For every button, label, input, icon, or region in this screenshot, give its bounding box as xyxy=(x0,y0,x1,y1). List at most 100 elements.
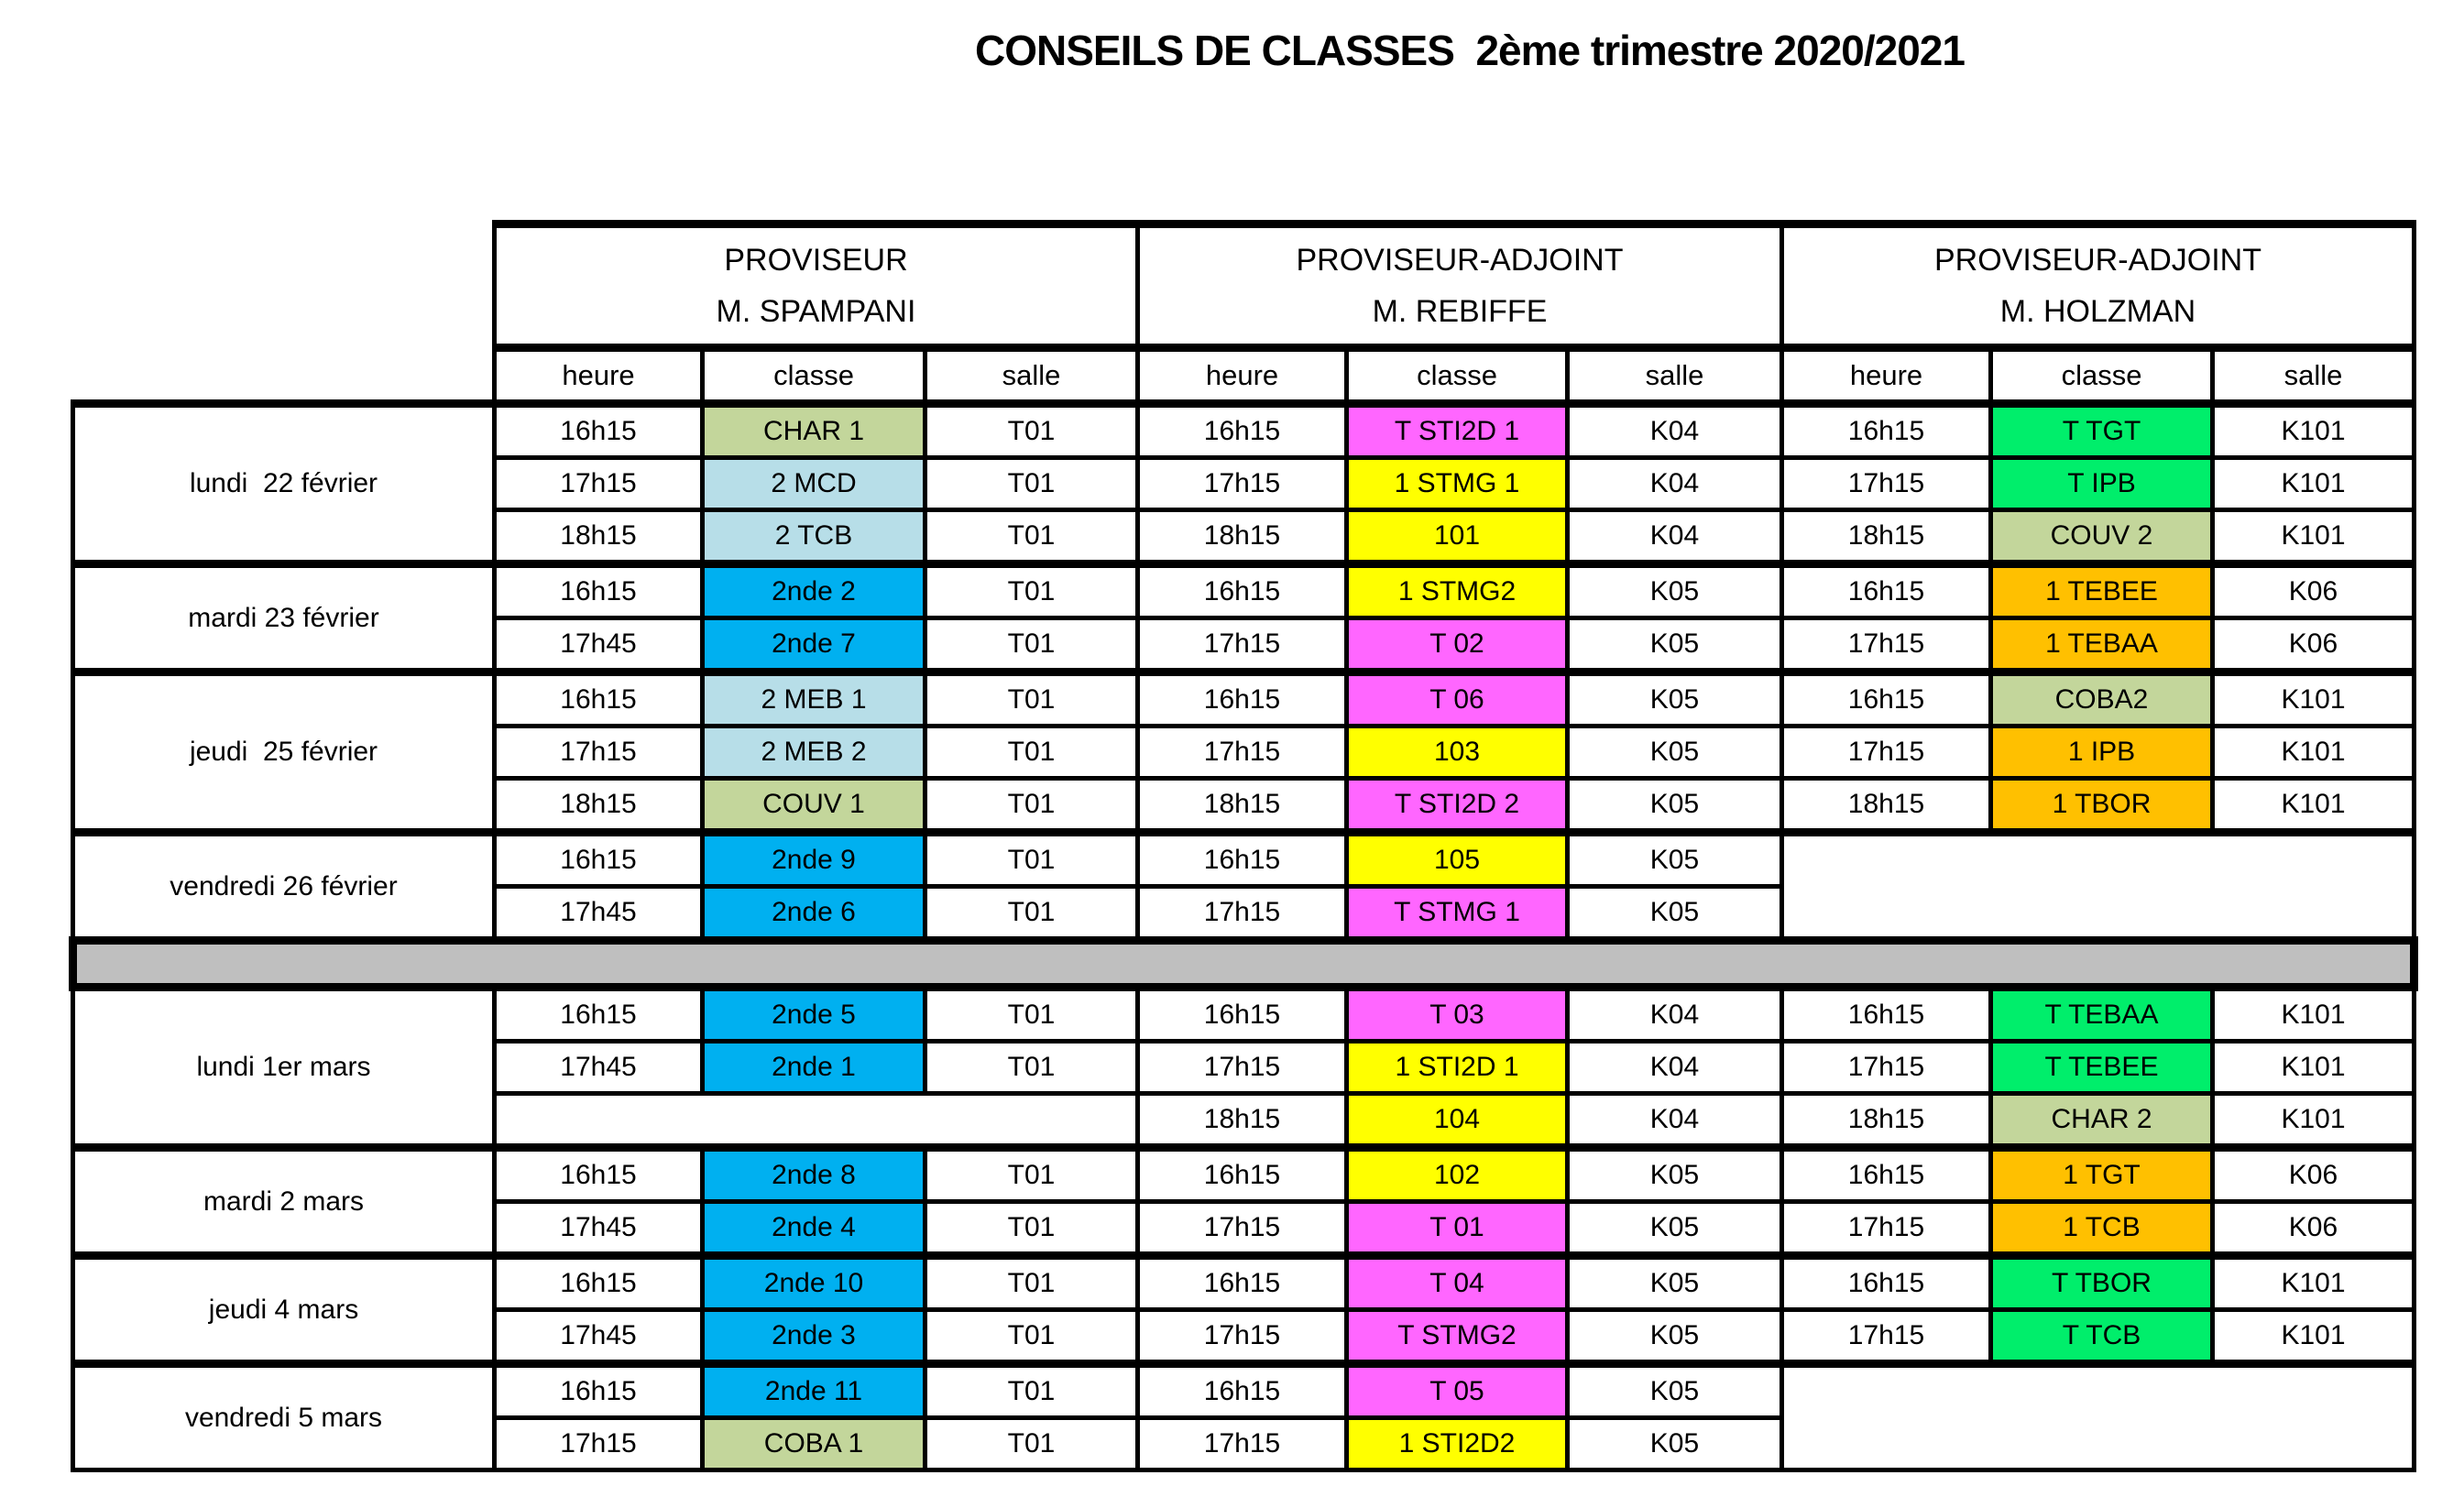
date-cell: vendredi 5 mars xyxy=(71,1360,497,1472)
holzman-time-cell: 17h15 xyxy=(1780,1039,1993,1096)
group-name: M. SPAMPANI xyxy=(716,294,916,329)
rebiffe-time-cell: 17h15 xyxy=(1135,1039,1349,1096)
spampani-room-cell: T01 xyxy=(923,668,1140,728)
holzman-room-cell: K101 xyxy=(2210,1091,2416,1150)
holzman-room-cell: K06 xyxy=(2210,560,2416,620)
holzman-class-cell: COBA2 xyxy=(1988,668,2215,728)
spampani-room-cell: T01 xyxy=(923,508,1140,566)
group-name: M. HOLZMAN xyxy=(1999,294,2196,329)
spampani-time-cell: 16h15 xyxy=(492,1143,705,1204)
rebiffe-class-cell: T 03 xyxy=(1344,983,1570,1043)
holzman-room-cell: K101 xyxy=(2210,508,2416,566)
rebiffe-class-cell: 101 xyxy=(1344,508,1570,566)
spampani-class-cell: 2nde 6 xyxy=(700,884,927,943)
holzman-class-cell: T TCB xyxy=(1988,1307,2215,1366)
rebiffe-class-cell: T STI2D 2 xyxy=(1344,776,1570,835)
holzman-room-cell: K101 xyxy=(2210,1251,2416,1312)
rebiffe-time-cell: 17h15 xyxy=(1135,1199,1349,1258)
spampani-room-cell: T01 xyxy=(923,1360,1140,1420)
group-role: PROVISEUR-ADJOINT xyxy=(1296,243,1624,278)
spampani-room-cell: T01 xyxy=(923,399,1140,460)
date-cell: jeudi 25 février xyxy=(71,668,497,835)
rebiffe-room-cell: K05 xyxy=(1565,1199,1784,1258)
col-header-heure: heure xyxy=(1135,345,1349,408)
spampani-time-cell: 17h45 xyxy=(492,884,705,943)
rebiffe-class-cell: T 05 xyxy=(1344,1360,1570,1420)
table-row: 18h15 104 K04 18h15 CHAR 2 K101 xyxy=(73,1091,2416,1150)
spampani-room-cell: T01 xyxy=(923,455,1140,512)
rebiffe-time-cell: 17h15 xyxy=(1135,1307,1349,1366)
table-row: vendredi 5 mars 16h15 2nde 11 T01 16h15 T 05 K… xyxy=(71,1360,2416,1472)
rebiffe-room-cell: K05 xyxy=(1565,616,1784,674)
spampani-class-cell: 2 TCB xyxy=(700,508,927,566)
spampani-room-cell: T01 xyxy=(923,884,1140,943)
rebiffe-class-cell: 1 STMG 1 xyxy=(1344,455,1570,512)
schedule-table: PROVISEUR M. SPAMPANI PROVISEUR-ADJOINT … xyxy=(69,220,2418,1472)
holzman-class-cell: CHAR 2 xyxy=(1988,1091,2215,1150)
group-role: PROVISEUR-ADJOINT xyxy=(1933,243,2262,278)
rebiffe-time-cell: 17h15 xyxy=(1135,616,1349,674)
rebiffe-room-cell: K05 xyxy=(1565,1415,1784,1472)
spampani-room-cell: T01 xyxy=(923,1251,1140,1312)
spampani-room-cell: T01 xyxy=(923,1143,1140,1204)
rebiffe-class-cell: T STI2D 1 xyxy=(1344,399,1570,460)
spampani-class-cell: 2nde 8 xyxy=(700,1143,927,1204)
rebiffe-class-cell: 1 STI2D2 xyxy=(1344,1415,1570,1472)
table-row: jeudi 25 février 16h15 2 MEB 1 T01 16h15 T 06… xyxy=(71,668,2416,835)
spampani-class-cell: 2 MEB 1 xyxy=(700,668,927,728)
col-header-salle: salle xyxy=(2210,345,2416,408)
rebiffe-time-cell: 17h15 xyxy=(1135,1415,1349,1472)
holzman-time-cell: 16h15 xyxy=(1780,983,1993,1043)
table-row: 17h45 2nde 3 T01 17h15 T STMG2 K05 17h15 T TCB K… xyxy=(73,1307,2416,1366)
holzman-class-cell: T TGT xyxy=(1988,399,2215,460)
table-row: 18h15 COUV 1 T01 18h15 T STI2D 2 K05 18h15 1 TB… xyxy=(73,776,2416,835)
rebiffe-room-cell: K05 xyxy=(1565,1143,1784,1204)
holzman-time-cell: 17h15 xyxy=(1780,616,1993,674)
spampani-time-cell: 17h15 xyxy=(492,724,705,781)
date-cell: vendredi 26 février xyxy=(71,828,497,943)
col-header-classe: classe xyxy=(1344,345,1570,408)
page-title: CONSEILS DE CLASSES 2ème trimestre 2020/… xyxy=(975,27,1966,74)
rebiffe-room-cell: K05 xyxy=(1565,1360,1784,1420)
spampani-class-cell: 2nde 1 xyxy=(700,1039,927,1096)
rebiffe-time-cell: 16h15 xyxy=(1135,399,1349,460)
holzman-class-cell: T IPB xyxy=(1988,455,2215,512)
col-header-heure: heure xyxy=(1780,345,1993,408)
rebiffe-class-cell: 1 STMG2 xyxy=(1344,560,1570,620)
rebiffe-time-cell: 16h15 xyxy=(1135,983,1349,1043)
rebiffe-room-cell: K04 xyxy=(1565,1091,1784,1150)
separator-cell xyxy=(69,936,2418,991)
holzman-room-cell: K101 xyxy=(2210,776,2416,835)
rebiffe-time-cell: 18h15 xyxy=(1135,1091,1349,1150)
holzman-class-cell: 1 TCB xyxy=(1988,1199,2215,1258)
spampani-class-cell: 2 MCD xyxy=(700,455,927,512)
rebiffe-time-cell: 18h15 xyxy=(1135,508,1349,566)
spampani-class-cell: 2nde 9 xyxy=(700,828,927,889)
holzman-blank-cell xyxy=(1780,1360,2416,1472)
col-header-classe: classe xyxy=(1988,345,2215,408)
rebiffe-time-cell: 17h15 xyxy=(1135,884,1349,943)
separator-row xyxy=(69,936,2418,991)
spampani-room-cell: T01 xyxy=(923,828,1140,889)
holzman-class-cell: COUV 2 xyxy=(1988,508,2215,566)
spampani-class-cell: COBA 1 xyxy=(700,1415,927,1472)
spampani-room-cell: T01 xyxy=(923,983,1140,1043)
spampani-class-cell: 2nde 10 xyxy=(700,1251,927,1312)
holzman-room-cell: K101 xyxy=(2210,1039,2416,1096)
spampani-class-cell: 2nde 7 xyxy=(700,616,927,674)
spampani-time-cell: 16h15 xyxy=(492,828,705,889)
rebiffe-room-cell: K05 xyxy=(1565,776,1784,835)
rebiffe-class-cell: T STMG 1 xyxy=(1344,884,1570,943)
table-row: 17h45 2nde 4 T01 17h15 T 01 K05 17h15 1 TCB K06 xyxy=(73,1199,2416,1258)
rebiffe-time-cell: 16h15 xyxy=(1135,668,1349,728)
rebiffe-class-cell: T STMG2 xyxy=(1344,1307,1570,1366)
spampani-room-cell: T01 xyxy=(923,724,1140,781)
date-cell: lundi 1er mars xyxy=(71,983,497,1150)
col-header-heure: heure xyxy=(492,345,705,408)
holzman-class-cell: 1 TGT xyxy=(1988,1143,2215,1204)
table-row: vendredi 26 février 16h15 2nde 9 T01 16h15 10… xyxy=(71,828,2416,943)
col-header-classe: classe xyxy=(700,345,927,408)
spampani-class-cell: 2nde 5 xyxy=(700,983,927,1043)
rebiffe-room-cell: K05 xyxy=(1565,1251,1784,1312)
holzman-time-cell: 18h15 xyxy=(1780,508,1993,566)
